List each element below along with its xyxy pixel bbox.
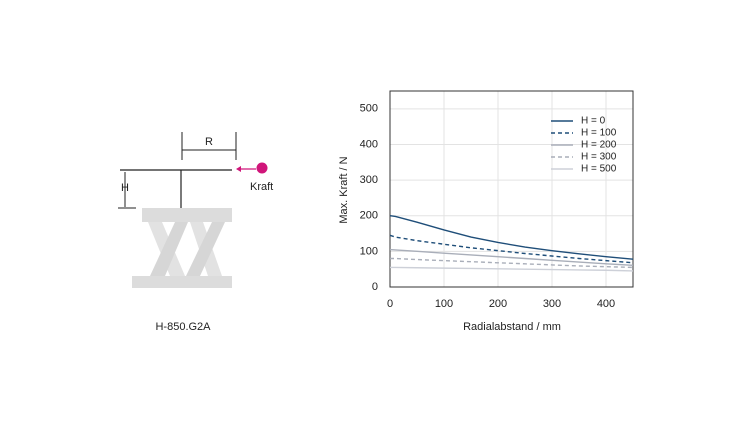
x-axis-label: Radialabstand / mm	[463, 321, 561, 333]
x-tick-label: 100	[435, 298, 453, 310]
series-line	[390, 266, 634, 272]
y-tick-label: 500	[360, 103, 378, 115]
x-tick-label: 0	[387, 298, 393, 310]
series-line	[389, 248, 634, 266]
series-line	[389, 215, 634, 260]
legend-label: H = 100	[581, 128, 617, 139]
legend-label: H = 200	[581, 140, 617, 151]
legend-label: H = 0	[581, 116, 606, 127]
y-axis-label: Max. Kraft / N	[338, 156, 350, 223]
caption: H-850.G2A	[155, 321, 211, 333]
series-line	[389, 234, 634, 264]
r-label: R	[205, 136, 213, 148]
force-label: Kraft	[250, 181, 273, 193]
y-tick-label: 300	[360, 174, 378, 186]
x-tick-label: 400	[597, 298, 615, 310]
base-plate	[132, 276, 232, 288]
leg	[150, 222, 188, 276]
legend-label: H = 500	[581, 164, 617, 175]
force-point	[256, 162, 268, 174]
top-plate	[142, 208, 232, 222]
force-arrowhead	[236, 166, 241, 172]
y-tick-label: 200	[360, 210, 378, 222]
x-tick-label: 200	[489, 298, 507, 310]
legend-label: H = 300	[581, 152, 617, 163]
series-line	[390, 257, 634, 269]
hexapod-diagram: R H Kraft H-850.G2A	[118, 132, 273, 333]
plot-frame	[389, 90, 634, 288]
leg	[186, 222, 225, 276]
y-tick-label: 100	[360, 245, 378, 257]
x-tick-label: 300	[543, 298, 561, 310]
h-label: H	[121, 182, 129, 194]
y-tick-label: 0	[372, 281, 378, 293]
y-tick-label: 400	[360, 138, 378, 150]
